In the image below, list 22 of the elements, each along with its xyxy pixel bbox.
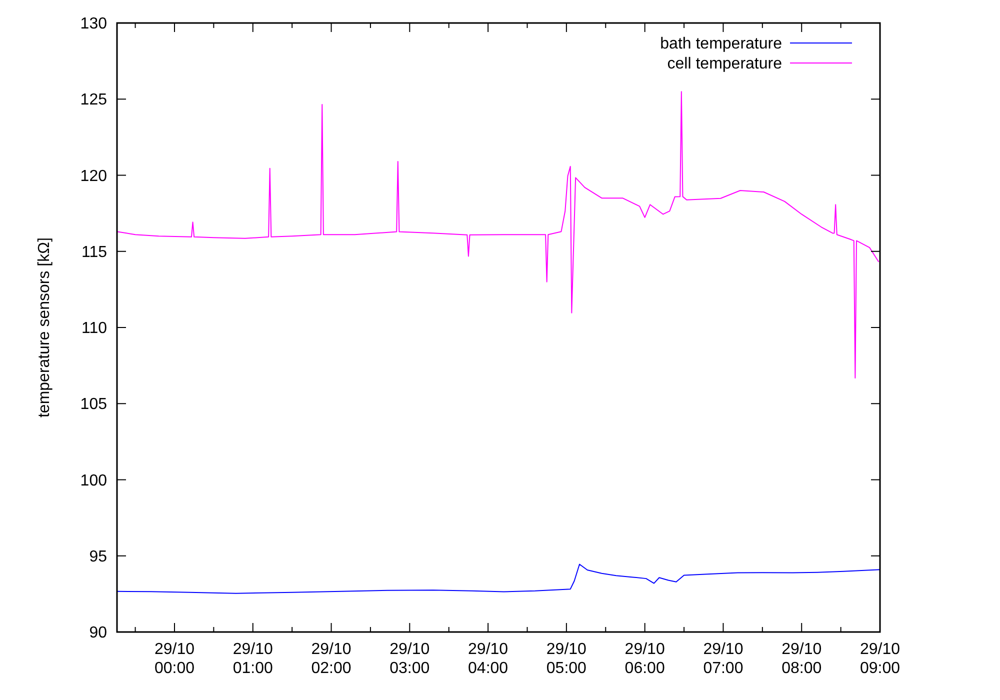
x-tick-label: 29/10 09:00	[860, 641, 900, 677]
legend-label: bath temperature	[660, 36, 782, 53]
x-tick-label: 29/10 06:00	[624, 641, 665, 677]
y-tick-label: 125	[80, 92, 108, 109]
x-tick-label: 29/10 05:00	[546, 641, 587, 677]
x-tick-label: 29/10 08:00	[782, 641, 822, 677]
y-tick-label: 90	[89, 624, 108, 642]
y-tick-label: 100	[80, 472, 108, 490]
y-tick-label: 95	[89, 548, 108, 566]
x-tick-label: 29/10 01:00	[232, 641, 273, 677]
x-tick-label: 29/10 00:00	[154, 641, 195, 677]
y-tick-label: 120	[80, 168, 108, 185]
y-tick-label: 110	[81, 320, 108, 338]
legend-label: cell temperature	[667, 56, 782, 73]
x-tick-label: 29/10 03:00	[390, 641, 430, 677]
x-tick-label: 29/10 02:00	[311, 641, 352, 677]
y-tick-label: 115	[81, 244, 108, 261]
x-tick-label: 29/10 07:00	[703, 641, 744, 677]
y-tick-label: 130	[80, 16, 108, 33]
x-tick-label: 29/10 04:00	[468, 641, 508, 677]
y-axis-title: temperature sensors [kΩ]	[36, 237, 53, 418]
y-tick-label: 105	[80, 396, 108, 414]
